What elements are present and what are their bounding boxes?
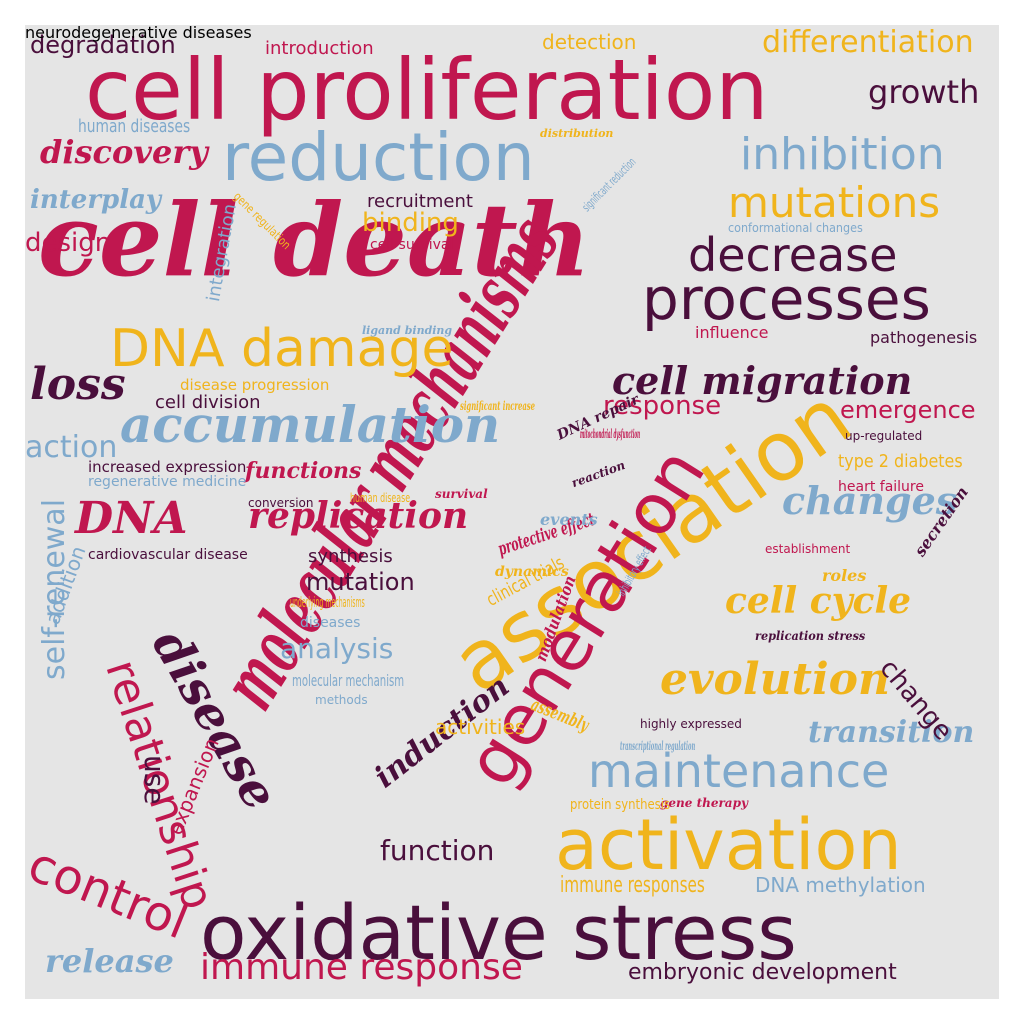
word: immune responses [560, 873, 705, 898]
word: growth [868, 73, 980, 111]
word: replication [248, 495, 469, 537]
word: survival [435, 487, 488, 501]
word: accumulation [120, 395, 501, 454]
word: gene therapy [660, 796, 748, 810]
word: introduction [265, 38, 374, 59]
word: significant increase [460, 399, 535, 413]
word: protein synthesis [570, 797, 671, 813]
word: inhibition [740, 129, 945, 180]
word: transition [808, 715, 975, 750]
word: loss [30, 359, 126, 410]
word: cell migration [612, 358, 913, 403]
word: reaction [569, 457, 627, 491]
word: evolution [660, 654, 890, 705]
word: synthesis [308, 546, 393, 567]
word: oxidative stress [200, 888, 797, 977]
word: mutations [728, 178, 941, 227]
word: establishment [765, 542, 851, 556]
word: release [45, 942, 174, 980]
word: action [25, 430, 118, 465]
word: changes [782, 478, 958, 523]
word: conformational changes [728, 221, 863, 235]
word: dynamics [495, 564, 569, 580]
word: detection [542, 30, 637, 54]
word: cell proliferation [85, 41, 769, 139]
word: degradation [30, 31, 176, 59]
word: regenerative medicine [88, 474, 247, 490]
word: highly expressed [640, 717, 742, 731]
word: discovery [40, 133, 208, 171]
word: interplay [30, 185, 162, 215]
word: DNA damage [110, 319, 454, 379]
word: recruitment [367, 191, 473, 212]
word: pathogenesis [870, 328, 978, 347]
word: DNA methylation [755, 873, 926, 897]
word: use [138, 755, 171, 805]
word: cell cycle [725, 580, 912, 622]
word: processes [642, 265, 931, 333]
word: human disease [350, 491, 411, 505]
word: roles [822, 566, 867, 585]
word: heart failure [838, 479, 924, 495]
word: differentiation [762, 25, 974, 60]
word: events [540, 510, 598, 529]
word-cloud: cell proliferation cell death molecular … [25, 25, 999, 999]
word: type 2 diabetes [838, 451, 963, 472]
word: decrease [688, 228, 898, 282]
word: mutation [306, 568, 415, 596]
word: underlying mechanisms [290, 595, 365, 611]
word: increased expression [88, 458, 247, 476]
word: maintenance [588, 744, 890, 798]
word: reduction [222, 119, 535, 196]
word: design [25, 228, 112, 258]
word: cell survival [370, 237, 454, 253]
word: analysis [280, 632, 394, 665]
word: conversion [248, 496, 314, 510]
word: replication stress [755, 629, 866, 643]
word: transcriptional regulation [620, 739, 696, 753]
word: mitochondrial dysfunction [580, 427, 641, 441]
word: human diseases [78, 116, 191, 137]
word: molecular mechanism [292, 671, 405, 690]
word: cardiovascular disease [88, 547, 248, 563]
word: influence [695, 323, 769, 342]
word: function [380, 834, 495, 867]
word: cell death [38, 181, 591, 299]
word: distribution [540, 127, 614, 140]
word: immune response [200, 947, 523, 988]
word: neurodegenerative diseases [25, 25, 252, 42]
word: functions [245, 458, 362, 484]
word: methods [315, 693, 368, 707]
word: activities [435, 715, 526, 739]
word: response [603, 391, 722, 421]
word: DNA [75, 493, 188, 544]
word: embryonic development [628, 960, 897, 985]
word: emergence [840, 396, 976, 424]
word: up-regulated [845, 429, 923, 443]
word: ligand binding [362, 324, 453, 337]
word: cell division [155, 392, 261, 413]
word: disease progression [180, 376, 330, 394]
word: diseases [300, 615, 361, 631]
word: activation [555, 804, 902, 886]
word: binding [362, 208, 459, 238]
